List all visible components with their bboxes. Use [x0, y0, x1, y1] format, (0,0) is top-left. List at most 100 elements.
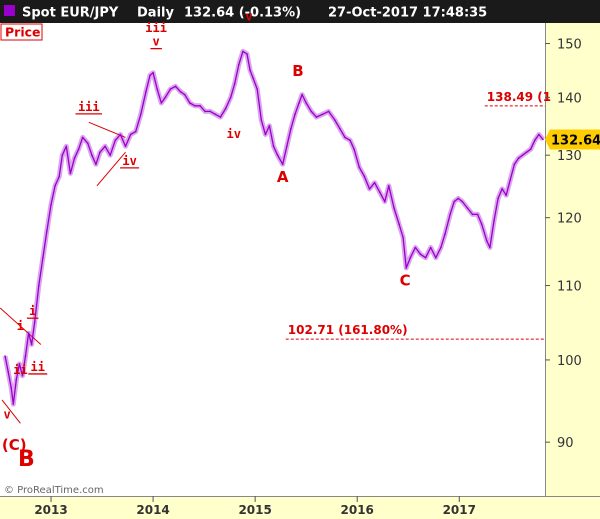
y-tick-label: 150 — [557, 38, 582, 53]
price-point — [505, 194, 508, 196]
price-point — [398, 223, 400, 225]
price-point — [264, 133, 267, 136]
price-point — [95, 163, 97, 166]
price-point — [179, 91, 182, 93]
x-axis-panel — [0, 496, 600, 519]
price-point — [486, 240, 488, 242]
x-tick-label: 2016 — [341, 503, 374, 517]
price-point — [419, 253, 422, 256]
header-swatch — [4, 5, 15, 16]
price-point — [174, 85, 177, 88]
header-instrument: Spot EUR/JPY — [22, 6, 119, 21]
wave-label: ii — [13, 363, 27, 377]
price-point — [104, 145, 106, 148]
price-point — [480, 223, 483, 225]
header-datetime: 27-Oct-2017 17:48:35 — [328, 6, 487, 21]
price-point — [156, 88, 158, 90]
price-point — [471, 213, 474, 216]
price-line — [4, 50, 544, 405]
price-point — [489, 246, 491, 249]
price-point — [246, 53, 248, 55]
price-point — [183, 93, 186, 96]
wave-label: B — [292, 62, 303, 80]
price-point — [509, 178, 512, 181]
panel-label: Price — [5, 25, 41, 40]
price-point — [449, 213, 451, 216]
price-point — [497, 197, 499, 200]
price-point — [298, 102, 300, 104]
credit-text: © ProRealTime.com — [4, 485, 104, 496]
price-point — [409, 256, 412, 259]
price-point — [290, 127, 292, 130]
price-point — [272, 145, 275, 148]
price-point — [534, 139, 536, 142]
wave-label: iii — [78, 100, 100, 114]
price-point — [334, 119, 336, 121]
wave-label: v — [153, 35, 160, 49]
price-point — [294, 113, 296, 116]
price-point — [81, 136, 84, 139]
wave-label: (C) — [2, 436, 27, 454]
price-point — [493, 220, 495, 222]
price-point — [453, 200, 456, 203]
level-label: 102.71 (161.80%) — [288, 323, 408, 337]
price-point — [24, 355, 27, 357]
price-point — [10, 386, 12, 389]
price-point — [378, 191, 381, 193]
price-point — [521, 154, 524, 156]
price-point — [15, 378, 18, 381]
price-point — [224, 107, 227, 110]
price-point — [353, 148, 355, 150]
price-point — [373, 181, 376, 184]
price-point — [4, 355, 6, 357]
wave-label: i — [29, 304, 36, 318]
price-point — [46, 230, 48, 232]
wave-label: v — [4, 407, 11, 421]
price-point — [77, 148, 80, 150]
y-tick-label: 100 — [557, 354, 582, 369]
price-point — [27, 332, 30, 334]
price-point — [124, 145, 127, 148]
price-point — [538, 133, 540, 136]
price-point — [18, 363, 21, 365]
price-point — [256, 88, 259, 90]
price-point — [204, 110, 206, 113]
level-label: 138.49 (1 — [487, 90, 551, 104]
price-point — [194, 105, 196, 107]
price-point — [169, 88, 172, 90]
header-bar — [0, 0, 600, 23]
last-price-badge: 132.64 — [545, 129, 600, 150]
price-point — [276, 154, 279, 156]
price-point — [402, 236, 404, 239]
price-point — [145, 91, 147, 93]
price-point — [363, 175, 366, 178]
price-point — [69, 172, 72, 175]
y-tick-label: 140 — [557, 91, 582, 106]
wave-label: C — [400, 272, 411, 290]
y-tick-label: 120 — [557, 212, 582, 227]
trend-line — [0, 307, 42, 345]
trend-line — [1, 399, 21, 424]
price-point — [305, 102, 308, 104]
price-point — [12, 403, 15, 405]
price-point — [517, 157, 520, 159]
last-price-label: 132.64 — [551, 134, 600, 149]
price-point — [21, 374, 24, 377]
panel-label-box[interactable] — [0, 23, 43, 41]
price-point — [42, 256, 44, 259]
price-point — [33, 321, 36, 323]
price-point — [249, 69, 251, 71]
price-point — [242, 50, 244, 53]
price-series — [2, 48, 545, 407]
price-point — [405, 267, 408, 269]
x-tick-label: 2013 — [34, 503, 67, 517]
price-point — [388, 185, 390, 187]
price-point — [229, 96, 232, 99]
price-point — [344, 136, 346, 139]
price-point — [87, 142, 89, 145]
price-point — [61, 154, 64, 156]
price-point — [152, 71, 154, 74]
price-point — [134, 130, 137, 133]
header-quote: 132.64 (-0.13%) — [184, 6, 301, 21]
